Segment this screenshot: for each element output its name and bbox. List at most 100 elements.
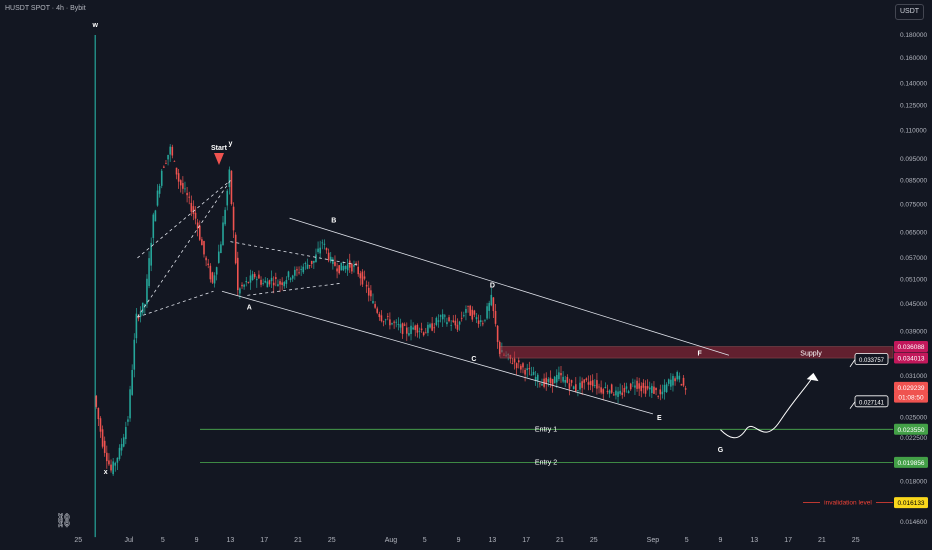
candle-body (452, 320, 455, 322)
price-label-text: 0.016133 (897, 500, 924, 507)
candle-body (653, 386, 655, 394)
candle-body (496, 325, 499, 342)
candle-body (555, 375, 558, 383)
candle-body (539, 383, 541, 385)
callout-box (854, 395, 889, 408)
candle-body (684, 388, 687, 390)
candle-body (177, 173, 180, 182)
candle-body (338, 265, 340, 274)
price-tick-label: 0.095000 (900, 156, 927, 163)
candle-body (215, 267, 218, 275)
candle-body (439, 315, 442, 317)
candle-body (393, 321, 395, 323)
candle-body (198, 225, 201, 240)
candle-body (313, 260, 315, 263)
time-tick-label: 9 (719, 537, 723, 544)
candle-body (262, 283, 264, 284)
drawings-layer: 0.033757 0.027141 (137, 180, 894, 504)
candle-body (353, 265, 355, 267)
candle-body (258, 274, 260, 279)
candle-body (564, 380, 567, 383)
candle-body (321, 242, 324, 244)
candle-body (598, 386, 600, 388)
candle-body (515, 363, 518, 369)
candle-body (239, 288, 241, 294)
candle-body (348, 260, 351, 268)
supply-label: Supply (800, 351, 822, 358)
candle-body (386, 316, 389, 318)
candle-body (289, 278, 292, 280)
candle-body (367, 287, 370, 296)
candle-body (207, 263, 210, 266)
candle-body (131, 370, 133, 395)
candle-body (196, 222, 199, 229)
candle-body (606, 391, 609, 393)
candle-body (357, 266, 360, 275)
candle-body (135, 313, 138, 339)
candle-body (545, 377, 548, 384)
candle-body (232, 206, 235, 231)
candle-body (291, 275, 294, 279)
wave-label-F: F (697, 350, 702, 357)
candle-body (463, 315, 465, 317)
candle-body (541, 383, 543, 386)
time-tick-label: 21 (818, 537, 826, 544)
upper-channel-line (289, 217, 730, 356)
candle-body (549, 377, 552, 384)
pennant-bottom-dashed (247, 282, 341, 296)
candle-body (203, 241, 205, 255)
candle-body (475, 317, 478, 320)
time-tick-label: 17 (260, 537, 268, 544)
candle-body (667, 379, 670, 384)
candle-body (270, 277, 273, 282)
candle-body (602, 389, 605, 394)
candle-body (577, 390, 579, 391)
time-tick-label: Sep (647, 537, 660, 544)
candle-body (456, 324, 459, 330)
candle-body (562, 376, 564, 382)
candle-body (97, 407, 100, 420)
candle-body (661, 391, 664, 395)
time-tick-label: 5 (423, 537, 427, 544)
candle-body (154, 210, 157, 222)
price-label-tag (894, 381, 928, 393)
candle-body (315, 254, 317, 263)
time-tick-label: 13 (227, 537, 235, 544)
candle-body (648, 387, 651, 390)
candle-body (408, 333, 410, 336)
candle-body (608, 390, 611, 394)
entry1-label: Entry 1 (535, 426, 557, 433)
candle-body (629, 383, 632, 390)
candle-body (243, 284, 245, 287)
candle-body (201, 239, 203, 246)
time-tick-label: 13 (750, 537, 758, 544)
candle-body (534, 376, 537, 381)
price-tick-label: 0.025000 (900, 415, 927, 422)
candle-body (446, 322, 448, 325)
currency-button[interactable]: USDT (895, 4, 924, 20)
candle-body (528, 368, 531, 370)
candle-body (547, 379, 550, 383)
candle-body (192, 206, 195, 214)
candle-body (279, 281, 281, 285)
candle-body (251, 274, 254, 281)
candle-body (405, 327, 408, 334)
candle-body (308, 264, 311, 266)
candle-body (103, 440, 106, 453)
candle-body (355, 263, 357, 265)
time-tick-label: 5 (161, 537, 165, 544)
candle-body (144, 304, 146, 307)
candle-body (137, 316, 140, 319)
candle-body (167, 154, 169, 160)
candle-body (511, 363, 514, 364)
candle-body (479, 320, 482, 323)
candle-body (188, 196, 191, 198)
candle-body (623, 388, 626, 393)
invalidation-label: invalidation level (824, 500, 872, 507)
time-axis: 25 Jul 5 9 13 17 21 25 Aug 5 9 13 17 21 25 Sep 5 9 13 17 21 2… (74, 537, 859, 544)
time-tick-label: 5 (685, 537, 689, 544)
price-tick-label: 0.039000 (900, 329, 927, 336)
candle-body (213, 275, 216, 284)
candle-body (473, 310, 476, 315)
